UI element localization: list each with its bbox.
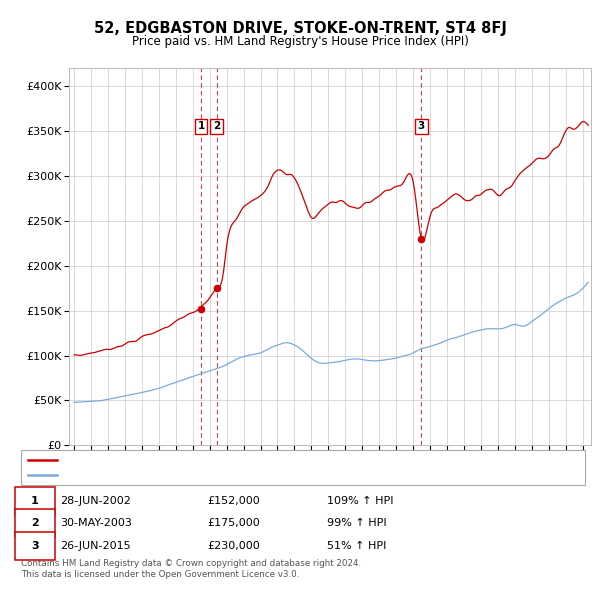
Text: 26-JUN-2015: 26-JUN-2015 xyxy=(60,541,131,550)
Text: 109% ↑ HPI: 109% ↑ HPI xyxy=(327,496,394,506)
Text: £152,000: £152,000 xyxy=(207,496,260,506)
Text: 52, EDGBASTON DRIVE, STOKE-ON-TRENT, ST4 8FJ: 52, EDGBASTON DRIVE, STOKE-ON-TRENT, ST4… xyxy=(94,21,506,35)
Text: 30-MAY-2003: 30-MAY-2003 xyxy=(60,519,132,528)
Text: Price paid vs. HM Land Registry's House Price Index (HPI): Price paid vs. HM Land Registry's House … xyxy=(131,35,469,48)
Text: 1: 1 xyxy=(31,496,38,506)
Text: £230,000: £230,000 xyxy=(207,541,260,550)
Text: £175,000: £175,000 xyxy=(207,519,260,528)
Text: 99% ↑ HPI: 99% ↑ HPI xyxy=(327,519,386,528)
Text: 51% ↑ HPI: 51% ↑ HPI xyxy=(327,541,386,550)
Text: Contains HM Land Registry data © Crown copyright and database right 2024.
This d: Contains HM Land Registry data © Crown c… xyxy=(21,559,361,579)
Text: 2: 2 xyxy=(213,122,220,132)
Text: 3: 3 xyxy=(31,541,38,550)
Text: 3: 3 xyxy=(418,122,425,132)
Text: 2: 2 xyxy=(31,519,38,528)
Text: 28-JUN-2002: 28-JUN-2002 xyxy=(60,496,131,506)
Text: 1: 1 xyxy=(197,122,205,132)
Text: 52, EDGBASTON DRIVE, STOKE-ON-TRENT, ST4 8FJ (detached house): 52, EDGBASTON DRIVE, STOKE-ON-TRENT, ST4… xyxy=(64,455,407,465)
Text: HPI: Average price, detached house, Stoke-on-Trent: HPI: Average price, detached house, Stok… xyxy=(64,470,320,480)
